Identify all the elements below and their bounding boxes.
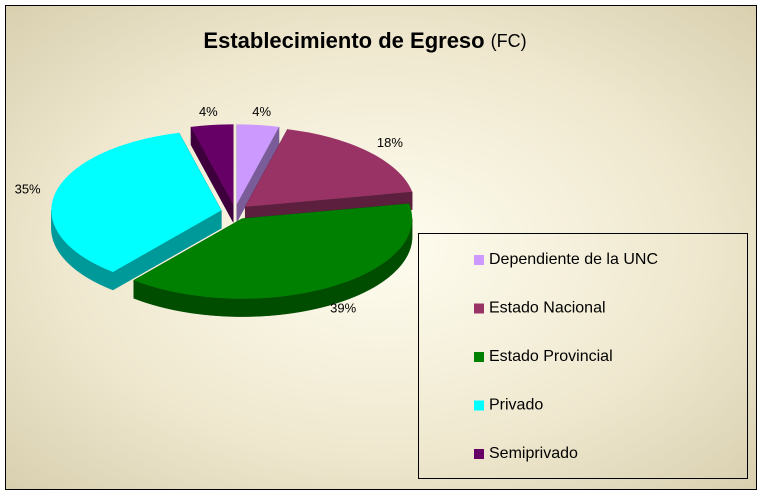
legend-label: Semiprivado	[489, 445, 578, 462]
legend-swatch	[474, 352, 484, 362]
data-label: 39%	[330, 300, 356, 315]
slice	[236, 124, 280, 205]
legend-label: Estado Provincial	[489, 348, 613, 365]
data-label: 4%	[252, 104, 271, 119]
data-label: 4%	[199, 104, 218, 119]
legend-label: Estado Nacional	[489, 300, 606, 317]
legend-swatch	[474, 303, 484, 314]
data-label: 35%	[15, 182, 41, 197]
legend-label: Dependiente de la UNC	[489, 251, 658, 268]
legend-swatch	[474, 255, 484, 265]
legend-box	[418, 233, 748, 479]
legend-swatch	[474, 400, 484, 411]
slice	[190, 124, 234, 205]
slice	[51, 132, 222, 272]
legend-swatch	[474, 449, 484, 459]
title-main: Establecimiento de Egreso	[203, 28, 484, 53]
data-label: 18%	[377, 135, 403, 150]
chart-title: Establecimiento de Egreso (FC)	[203, 28, 526, 53]
legend-label: Privado	[489, 397, 543, 414]
title-suffix: (FC)	[491, 31, 527, 51]
slice	[245, 129, 413, 207]
slice	[133, 203, 413, 299]
